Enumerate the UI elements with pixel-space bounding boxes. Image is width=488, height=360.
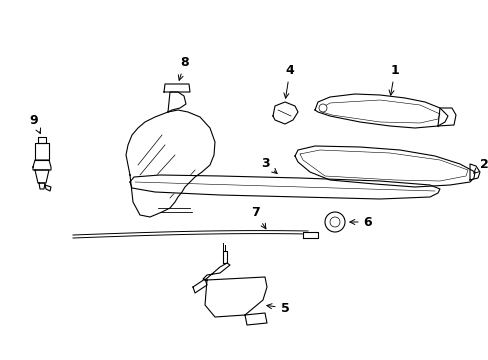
Polygon shape (204, 277, 266, 317)
Polygon shape (203, 263, 229, 280)
Text: 1: 1 (388, 63, 399, 95)
Polygon shape (126, 110, 215, 217)
Polygon shape (38, 137, 46, 143)
Polygon shape (294, 146, 474, 187)
Polygon shape (35, 143, 49, 160)
Text: 3: 3 (260, 157, 277, 174)
Polygon shape (33, 160, 51, 170)
Polygon shape (168, 92, 185, 112)
Text: 5: 5 (266, 302, 289, 315)
Polygon shape (437, 108, 455, 126)
Text: 7: 7 (250, 206, 265, 229)
Polygon shape (314, 94, 447, 128)
Polygon shape (130, 175, 439, 199)
Polygon shape (193, 279, 206, 293)
Text: 4: 4 (284, 63, 294, 98)
Circle shape (318, 104, 326, 112)
Polygon shape (163, 84, 190, 92)
Polygon shape (244, 313, 266, 325)
Text: 9: 9 (30, 113, 41, 134)
Polygon shape (469, 164, 479, 180)
Text: 6: 6 (349, 216, 371, 229)
Polygon shape (45, 185, 51, 191)
Text: 8: 8 (178, 55, 189, 80)
Polygon shape (272, 102, 297, 124)
Polygon shape (303, 232, 317, 238)
Polygon shape (39, 183, 45, 189)
Polygon shape (223, 251, 226, 263)
Text: 2: 2 (473, 158, 488, 173)
Circle shape (329, 217, 339, 227)
Circle shape (325, 212, 345, 232)
Polygon shape (35, 170, 49, 183)
